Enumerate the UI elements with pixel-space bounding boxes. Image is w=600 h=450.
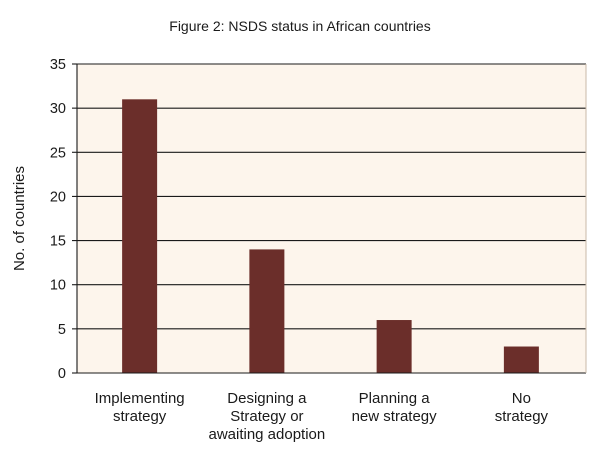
category-label-1: Designing a Strategy or awaiting adoption xyxy=(208,390,325,443)
category-label-line: new strategy xyxy=(352,408,438,425)
plot-area xyxy=(77,64,586,373)
category-label-line: Implementing xyxy=(95,390,185,407)
axes xyxy=(72,63,587,374)
bar-3 xyxy=(503,346,539,373)
category-label-line: strategy xyxy=(495,408,549,425)
y-tick-label-5: 5 xyxy=(58,322,66,338)
y-tick-label-10: 10 xyxy=(50,278,66,294)
y-tick-label-30: 30 xyxy=(50,101,66,117)
category-label-3: No strategy xyxy=(495,390,549,425)
bar-1 xyxy=(249,249,285,373)
chart-title: Figure 2: NSDS status in African countri… xyxy=(169,18,431,34)
y-axis-label: No. of countries xyxy=(11,166,28,271)
category-label-line: No xyxy=(512,390,531,407)
category-label-line: strategy xyxy=(113,408,167,425)
category-label-line: awaiting adoption xyxy=(208,426,325,443)
category-label-2: Planning a new strategy xyxy=(352,390,438,425)
category-label-line: Planning a xyxy=(359,390,431,407)
y-tick-label-15: 15 xyxy=(50,234,66,250)
y-tick-label-35: 35 xyxy=(50,57,66,73)
bars xyxy=(122,99,539,374)
y-tick-label-0: 0 xyxy=(58,366,66,382)
category-label-line: Designing a xyxy=(227,390,307,407)
y-tick-label-20: 20 xyxy=(50,189,66,205)
gridlines xyxy=(77,63,586,330)
category-label-line: Strategy or xyxy=(230,408,303,425)
y-tick-labels: 0 5 10 15 20 25 30 35 xyxy=(50,57,66,382)
bar-0 xyxy=(122,99,158,374)
category-label-0: Implementing strategy xyxy=(95,390,185,425)
y-tick-label-25: 25 xyxy=(50,145,66,161)
bar-2 xyxy=(376,320,412,373)
